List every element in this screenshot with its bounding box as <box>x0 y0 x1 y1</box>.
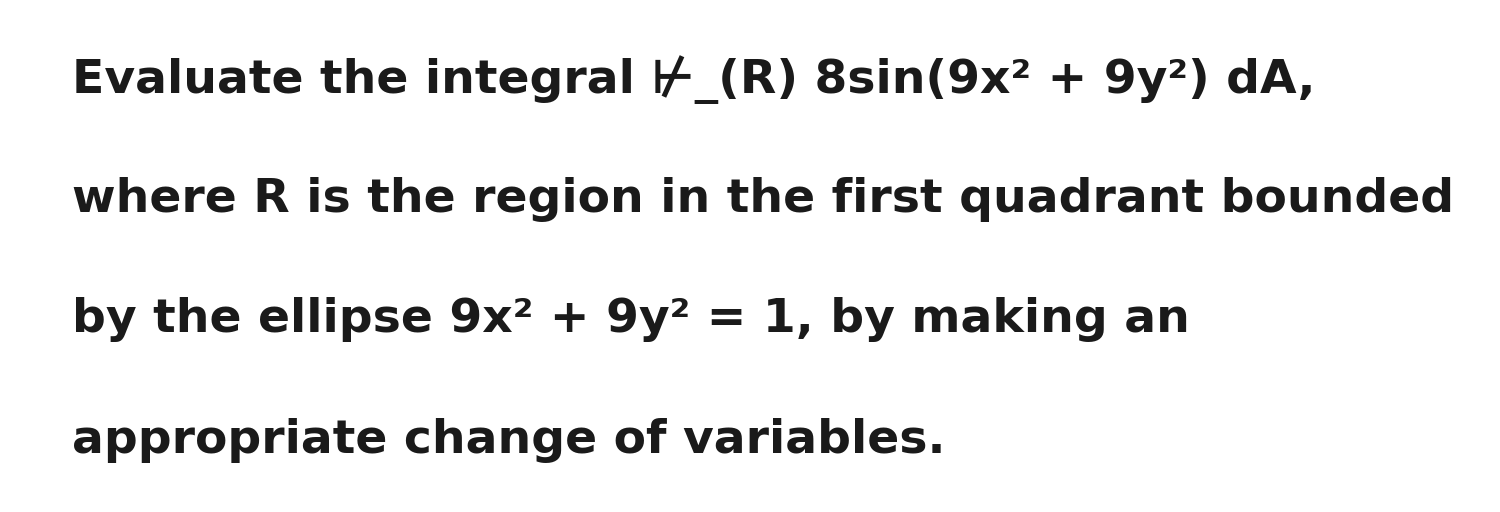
Text: by the ellipse 9x² + 9y² = 1, by making an: by the ellipse 9x² + 9y² = 1, by making … <box>72 297 1190 343</box>
Text: Evaluate the integral ⊬_(R) 8sin(9x² + 9y²) dA,: Evaluate the integral ⊬_(R) 8sin(9x² + 9… <box>72 55 1316 104</box>
Text: where R is the region in the first quadrant bounded: where R is the region in the first quadr… <box>72 177 1454 222</box>
Text: appropriate change of variables.: appropriate change of variables. <box>72 418 945 463</box>
